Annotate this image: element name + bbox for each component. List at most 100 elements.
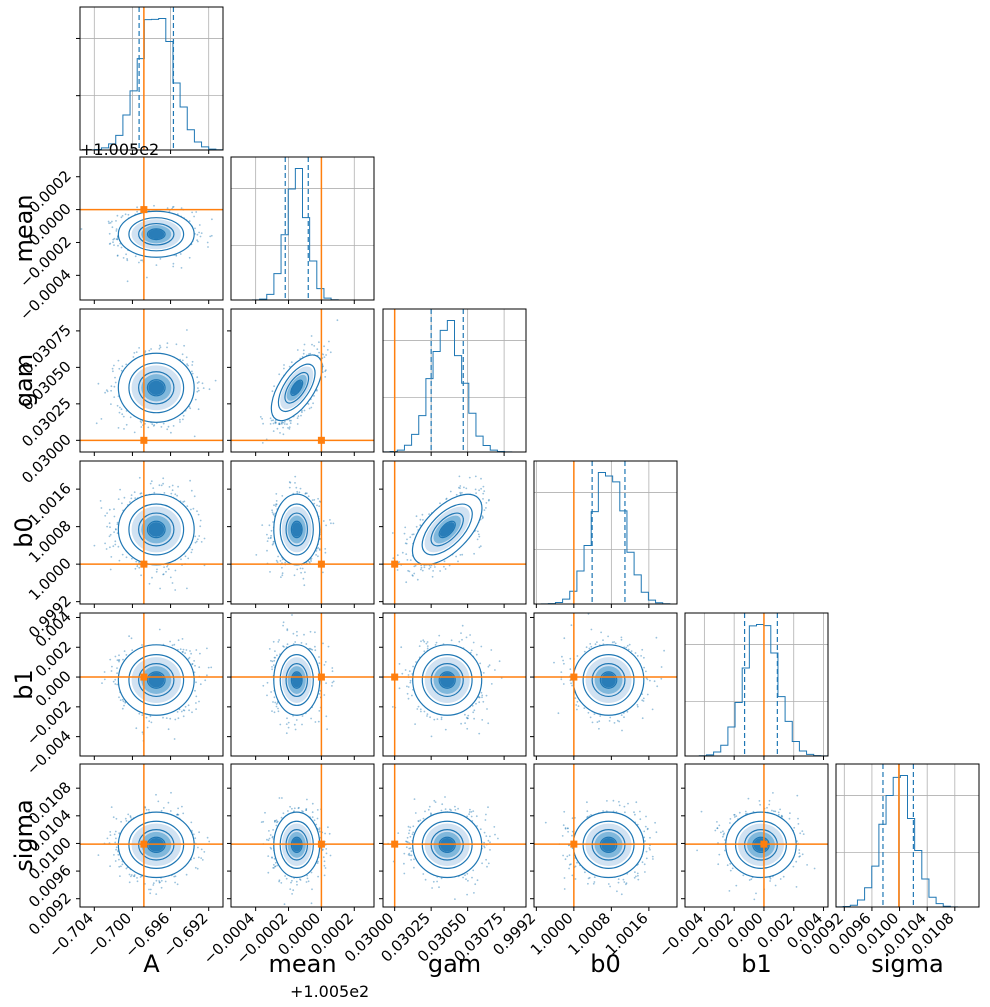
sample-point: [336, 319, 339, 322]
sample-point: [167, 425, 170, 428]
sample-point: [272, 521, 274, 523]
sample-point: [301, 409, 303, 412]
sample-point: [275, 493, 278, 495]
sample-point: [396, 554, 399, 557]
sample-point: [120, 408, 123, 411]
sample-point: [196, 510, 198, 513]
sample-point: [475, 492, 477, 494]
sample-point: [165, 570, 167, 573]
sample-point: [288, 428, 291, 430]
sample-point: [182, 414, 185, 417]
sample-point: [155, 570, 158, 573]
sample-point: [174, 569, 177, 572]
sample-point: [138, 566, 141, 569]
sample-point: [197, 387, 199, 389]
sample-point: [485, 507, 487, 509]
sample-point: [191, 370, 193, 373]
sample-point: [458, 475, 461, 478]
sample-point: [296, 490, 299, 493]
sample-point: [208, 388, 211, 391]
contour-line: [128, 217, 185, 252]
sample-point: [194, 541, 197, 544]
sample-point: [114, 540, 117, 543]
sample-point: [324, 370, 327, 373]
sample-point: [197, 513, 200, 516]
sample-point: [123, 496, 126, 499]
sample-point: [272, 422, 275, 425]
sample-point: [172, 265, 175, 268]
panel-A-A: [76, 6, 224, 154]
sample-point: [403, 532, 406, 535]
sample-point: [185, 356, 188, 359]
sample-point: [116, 404, 119, 407]
sample-point: [282, 421, 285, 424]
sample-point: [315, 550, 318, 552]
sample-point: [172, 205, 175, 208]
sample-point: [113, 531, 115, 533]
sample-point: [290, 419, 292, 422]
sample-point: [324, 548, 327, 550]
sample-point: [174, 493, 177, 496]
sample-point: [276, 561, 279, 563]
sample-point: [106, 512, 108, 514]
sample-point: [186, 587, 188, 590]
sample-point: [198, 381, 200, 383]
sample-point: [275, 421, 277, 424]
sample-point: [138, 561, 141, 564]
sample-point: [318, 549, 321, 551]
sample-point: [271, 509, 273, 512]
sample-point: [303, 584, 306, 587]
sample-point: [295, 486, 298, 489]
sample-point: [106, 390, 109, 393]
sample-point: [420, 568, 422, 571]
sample-point: [110, 385, 113, 388]
sample-point: [180, 267, 183, 269]
sample-point: [315, 554, 317, 556]
sample-point: [271, 543, 274, 546]
truth-marker: [140, 560, 148, 568]
sample-point: [473, 552, 475, 555]
contour-line: [128, 362, 185, 414]
sample-point: [109, 546, 111, 549]
sample-point: [474, 475, 477, 478]
sample-point: [428, 513, 430, 515]
sample-point: [135, 351, 138, 353]
sample-point: [294, 475, 297, 478]
sample-point: [280, 422, 283, 424]
sample-point: [162, 477, 165, 480]
sample-point: [148, 582, 151, 585]
sample-point: [114, 381, 117, 384]
sample-point: [214, 379, 217, 382]
panel-b0-gam: [379, 460, 527, 608]
sample-point: [332, 522, 335, 525]
sample-point: [408, 570, 411, 573]
sample-point: [117, 359, 120, 362]
sample-point: [309, 352, 312, 355]
sample-point: [268, 524, 271, 527]
sample-point: [411, 574, 414, 577]
density-core: [148, 229, 165, 240]
sample-point: [121, 413, 124, 416]
sample-point: [109, 242, 112, 245]
truth-marker: [317, 436, 325, 444]
sample-point: [330, 522, 332, 525]
sample-point: [197, 240, 199, 243]
sample-point: [121, 215, 124, 217]
sample-point: [297, 415, 300, 418]
sample-point: [113, 515, 116, 518]
sample-point: [284, 561, 287, 564]
sample-point: [193, 215, 196, 218]
sample-point: [310, 557, 313, 560]
sample-point: [199, 519, 202, 522]
panel-mean-mean: [230, 156, 375, 304]
sample-point: [261, 417, 263, 420]
sample-point: [420, 564, 423, 567]
sample-point: [431, 575, 434, 578]
sample-point: [487, 499, 490, 502]
sample-point: [100, 418, 103, 420]
sample-point: [150, 480, 153, 483]
sample-point: [134, 255, 137, 258]
sample-point: [479, 545, 482, 548]
sample-point: [189, 479, 192, 482]
sample-point: [449, 490, 452, 493]
